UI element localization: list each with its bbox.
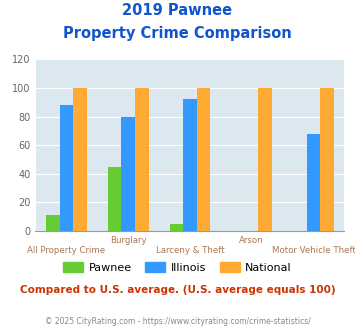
Text: 2019 Pawnee: 2019 Pawnee — [122, 3, 233, 18]
Bar — [197, 88, 210, 231]
Bar — [108, 167, 121, 231]
Bar — [135, 88, 148, 231]
Text: Arson: Arson — [239, 236, 264, 245]
Text: Burglary: Burglary — [110, 236, 147, 245]
Bar — [183, 99, 197, 231]
Bar — [307, 134, 320, 231]
Text: All Property Crime: All Property Crime — [27, 246, 105, 255]
Bar — [60, 105, 73, 231]
Text: Larceny & Theft: Larceny & Theft — [155, 246, 224, 255]
Text: Compared to U.S. average. (U.S. average equals 100): Compared to U.S. average. (U.S. average … — [20, 285, 335, 295]
Bar — [73, 88, 87, 231]
Text: Motor Vehicle Theft: Motor Vehicle Theft — [272, 246, 355, 255]
Bar — [320, 88, 334, 231]
Bar — [46, 215, 60, 231]
Bar — [170, 224, 183, 231]
Text: © 2025 CityRating.com - https://www.cityrating.com/crime-statistics/: © 2025 CityRating.com - https://www.city… — [45, 317, 310, 326]
Bar — [121, 116, 135, 231]
Legend: Pawnee, Illinois, National: Pawnee, Illinois, National — [59, 258, 296, 278]
Bar — [258, 88, 272, 231]
Text: Property Crime Comparison: Property Crime Comparison — [63, 26, 292, 41]
